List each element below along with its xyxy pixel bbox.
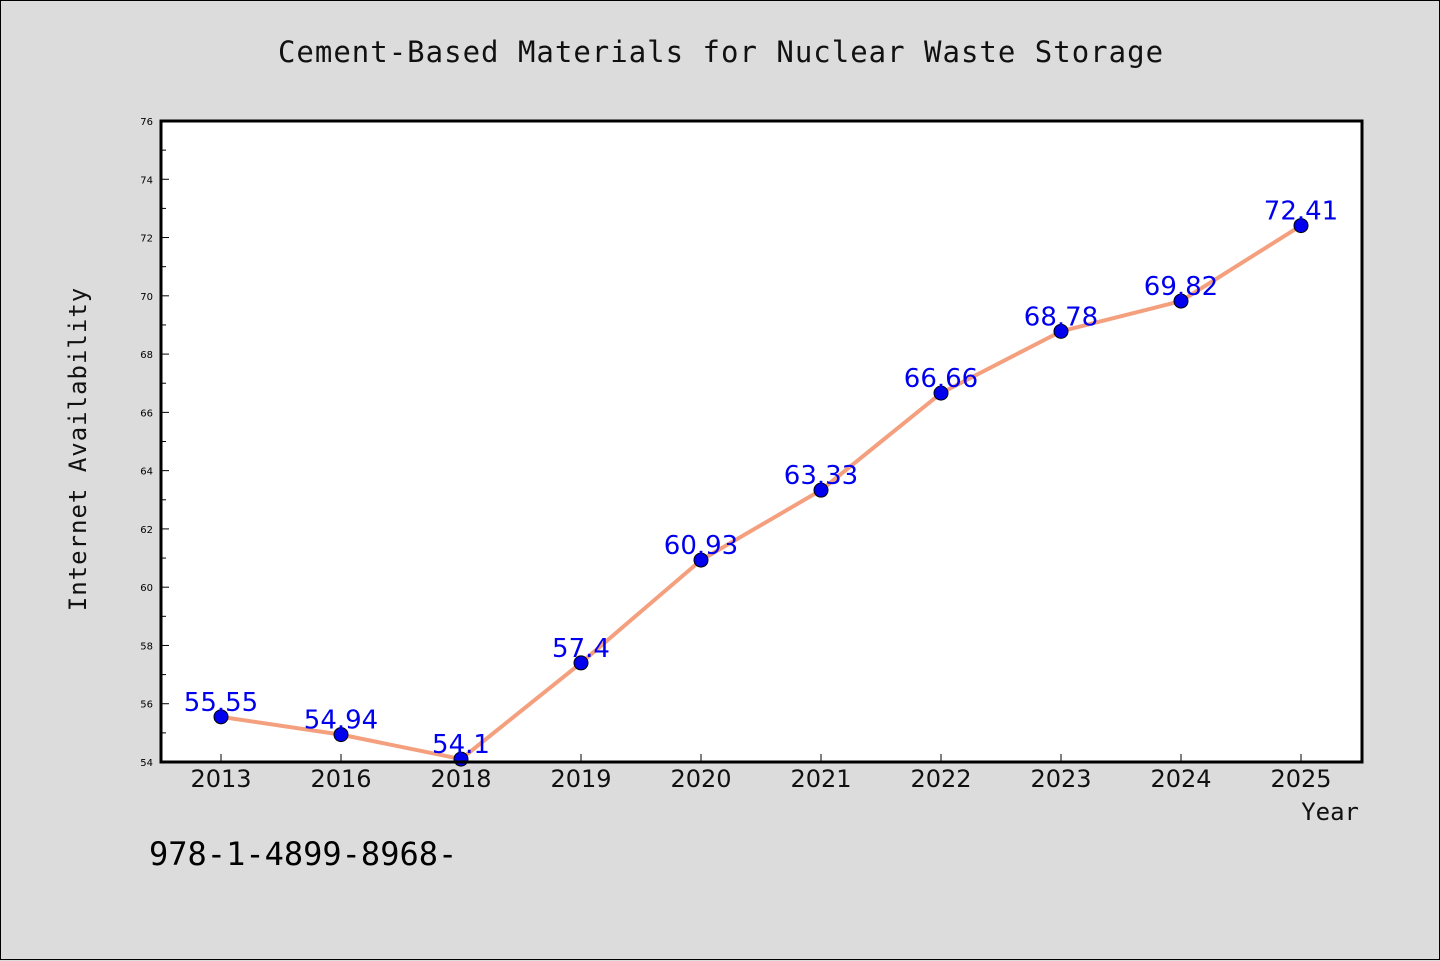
y-tick-label: 72 [140, 234, 153, 245]
y-tick-label: 74 [140, 175, 153, 186]
x-tick-label: 2025 [1270, 765, 1331, 793]
data-point [333, 727, 349, 743]
data-point [813, 482, 829, 498]
data-point [573, 655, 589, 671]
chart-title: Cement-Based Materials for Nuclear Waste… [277, 35, 1165, 69]
data-point [1173, 293, 1189, 309]
y-tick-label: 54 [140, 758, 153, 769]
data-label: 69.82 [1144, 272, 1218, 302]
y-tick-label: 66 [140, 408, 153, 419]
x-tick-label: 2024 [1150, 765, 1211, 793]
data-label: 54.1 [432, 730, 490, 760]
data-point [933, 385, 949, 401]
y-tick-label: 76 [140, 117, 153, 128]
x-tick-label: 2023 [1030, 765, 1091, 793]
y-tick-label: 70 [140, 292, 153, 303]
y-tick-label: 60 [140, 583, 153, 594]
series-line [219, 223, 1303, 762]
x-tick-label: 2019 [550, 765, 611, 793]
plot-border [159, 119, 1364, 764]
data-label: 63.33 [784, 461, 858, 491]
x-tick-label: 2013 [190, 765, 251, 793]
x-tick-label: 2016 [310, 765, 371, 793]
x-tick-label: 2021 [790, 765, 851, 793]
data-point [213, 709, 229, 725]
y-axis-ticks: 54 56 58 60 62 64 66 68 70 72 74 76 [140, 117, 169, 769]
y-tick-label: 62 [140, 525, 153, 536]
data-point [693, 552, 709, 568]
x-tick-label: 2022 [910, 765, 971, 793]
data-label: 55.55 [184, 688, 258, 718]
data-labels: 55.55 54.94 54.1 57.4 60.93 63.33 66.66 68.78 69… [184, 197, 1338, 760]
data-label: 54.94 [304, 706, 378, 736]
x-tick-label: 2020 [670, 765, 731, 793]
data-point [1053, 323, 1069, 339]
x-axis-ticks: 2013 2016 2018 2019 2020 2021 2022 2023 2024 2025 [190, 754, 1332, 793]
data-label: 66.66 [904, 364, 978, 394]
y-tick-label: 68 [140, 350, 153, 361]
data-label: 57.4 [552, 634, 610, 664]
y-tick-label: 64 [140, 467, 153, 478]
data-label: 60.93 [664, 531, 738, 561]
plot-area [161, 121, 1362, 762]
isbn-text: 978-1-4899-8968- [149, 835, 458, 873]
data-label: 68.78 [1024, 302, 1098, 332]
x-tick-label: 2018 [430, 765, 491, 793]
x-axis-label: Year [1301, 798, 1359, 826]
data-label: 72.41 [1264, 197, 1338, 227]
data-point [1293, 218, 1309, 234]
y-tick-label: 58 [140, 641, 153, 652]
y-tick-label: 56 [140, 700, 153, 711]
